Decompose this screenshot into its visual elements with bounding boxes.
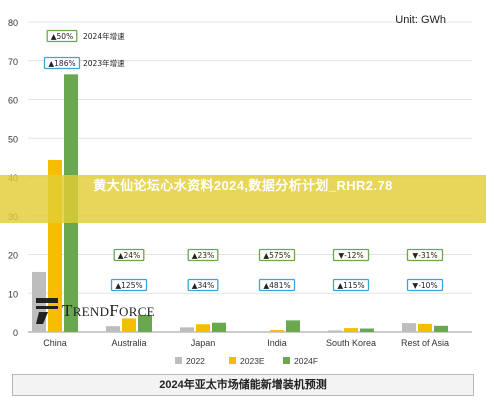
top-legend-green-box [46,29,78,43]
top-legend-text: 2023年增速 [83,58,125,68]
top-legend-blue-box [43,56,81,70]
growth-2024-south-korea: ▼-12% [338,251,363,260]
top-legend-text: 2024年增速 [83,31,125,41]
bar-2022-australia [106,326,120,332]
growth-2023-australia-box [110,278,148,292]
bar-2024f-rest-of-asia [434,325,448,332]
growth-2023-rest-of-asia-box [406,278,444,292]
growth-2023-rest-of-asia: ▼-10% [412,281,437,290]
bar-2024f-south-korea [360,328,374,332]
y-tick-label: 70 [8,57,18,67]
growth-2023-australia: ▲125% [115,281,142,290]
growth-2024-japan-box [187,248,219,262]
watermark-banner: 黄大仙论坛心水资料2024,数据分析计划_RHR2.78 [0,175,486,223]
growth-2023-japan: ▲34% [192,281,214,290]
bar-2024f-australia [138,314,152,332]
growth-2024-india: ▲575% [263,251,290,260]
top-legend-green: ▲50% [51,32,73,41]
growth-2023-south-korea: ▲115% [337,281,364,290]
bar-2023e-rest-of-asia [418,323,432,332]
y-tick-label: 80 [8,18,18,28]
growth-2024-australia-box [113,248,145,262]
x-tick-label: Japan [191,338,216,348]
y-tick-label: 60 [8,96,18,106]
top-legend-blue: ▲186% [48,59,75,68]
x-tick-label: Australia [111,338,146,348]
growth-2023-japan-box [187,278,219,292]
legend-label-2022: 2022 [186,356,205,366]
growth-2023-india: ▲481% [263,281,290,290]
growth-2024-australia: ▲24% [118,251,140,260]
unit-label: Unit: GWh [395,14,446,26]
bar-2023e-south-korea [344,328,358,332]
legend-label-2023e: 2023E [240,356,265,366]
x-tick-label: China [43,338,67,348]
bar-2023e-india [270,330,284,332]
growth-2024-rest-of-asia-box [406,248,444,262]
bar-2022-rest-of-asia [402,323,416,332]
legend-swatch-2023e [229,357,236,364]
bar-2023e-japan [196,324,210,332]
x-tick-label: South Korea [326,338,376,348]
y-tick-label: 0 [13,328,18,338]
bar-2024f-japan [212,322,226,332]
legend-label-2024f: 2024F [294,356,318,366]
footer-title: 2024年亚太市场储能新增装机预测 [12,374,474,396]
logo-text: TRENDFORCE [62,301,155,320]
bar-2022-india [254,331,268,332]
growth-2024-japan: ▲23% [192,251,214,260]
growth-2023-south-korea-box [332,278,370,292]
x-tick-label: Rest of Asia [401,338,449,348]
bar-2022-south-korea [328,330,342,332]
trendforce-logo-icon [36,298,58,324]
bar-2022-japan [180,327,194,332]
bar-2023e-australia [122,318,136,332]
y-tick-label: 50 [8,134,18,144]
x-tick-label: India [267,338,287,348]
legend-swatch-2024f [283,357,290,364]
growth-2024-south-korea-box [332,248,370,262]
bar-2024f-india [286,320,300,332]
growth-2024-rest-of-asia: ▼-31% [412,251,437,260]
y-tick-label: 10 [8,289,18,299]
y-tick-label: 20 [8,251,18,261]
growth-2023-india-box [258,278,296,292]
growth-2024-india-box [258,248,296,262]
legend-swatch-2022 [175,357,182,364]
trendforce-logo: TRENDFORCE [36,297,155,325]
